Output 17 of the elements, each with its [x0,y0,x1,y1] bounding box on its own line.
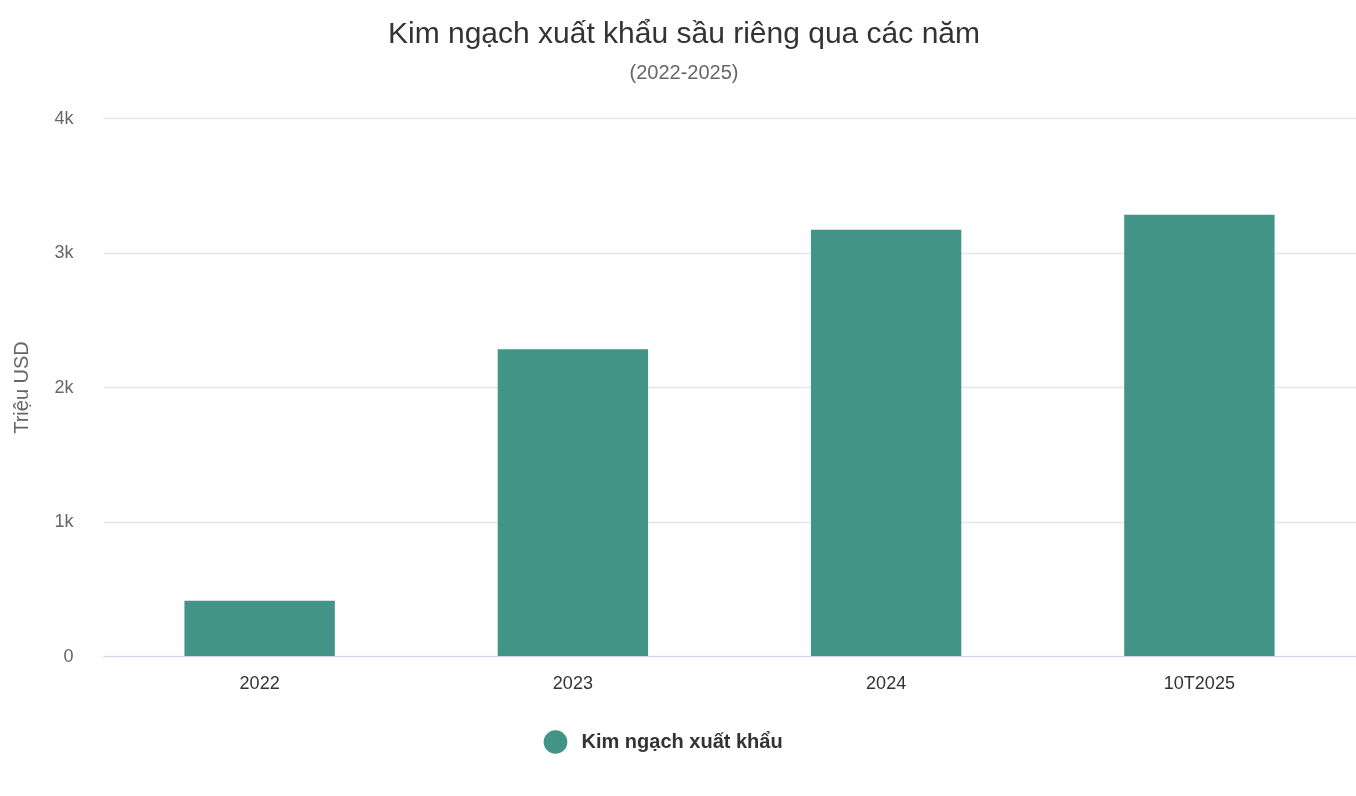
y-tick-label: 1k [54,511,75,531]
x-tick-label: 2022 [239,672,280,693]
legend-label: Kim ngạch xuất khẩu [581,730,783,752]
y-axis-title: Triệu USD [10,341,33,434]
y-tick-label: 3k [54,242,75,262]
bar [1124,214,1275,656]
y-tick-label: 0 [63,645,74,666]
bar [497,349,649,656]
bar [184,600,335,656]
bar [810,229,962,656]
chart-subtitle: (2022-2025) [629,61,739,83]
x-tick-label: 2024 [866,672,907,693]
x-tick-label: 10T2025 [1163,672,1235,693]
x-tick-label: 2023 [552,672,593,693]
chart-title: Kim ngạch xuất khẩu sầu riêng qua các năm [387,16,981,49]
y-tick-label: 4k [54,107,75,128]
y-tick-label: 2k [54,376,75,397]
